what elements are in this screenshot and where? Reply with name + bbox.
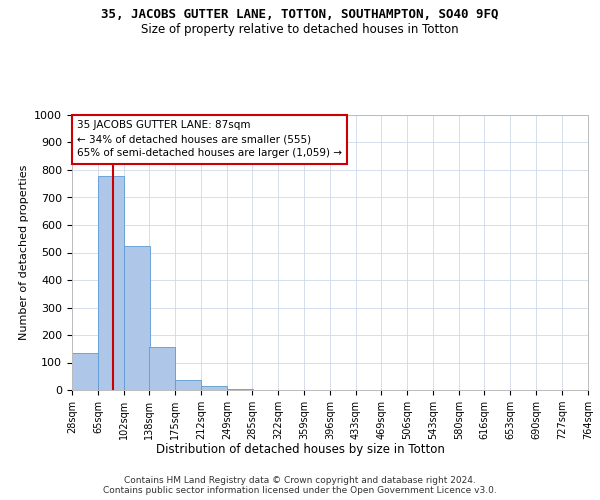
- Y-axis label: Number of detached properties: Number of detached properties: [19, 165, 29, 340]
- Bar: [175, 380, 201, 390]
- Bar: [124, 246, 150, 390]
- Bar: [201, 386, 227, 390]
- Text: Distribution of detached houses by size in Totton: Distribution of detached houses by size …: [155, 442, 445, 456]
- Bar: [149, 346, 175, 390]
- Bar: [227, 389, 253, 390]
- Text: 35, JACOBS GUTTER LANE, TOTTON, SOUTHAMPTON, SO40 9FQ: 35, JACOBS GUTTER LANE, TOTTON, SOUTHAMP…: [101, 8, 499, 20]
- Text: Size of property relative to detached houses in Totton: Size of property relative to detached ho…: [141, 22, 459, 36]
- Text: 35 JACOBS GUTTER LANE: 87sqm
← 34% of detached houses are smaller (555)
65% of s: 35 JACOBS GUTTER LANE: 87sqm ← 34% of de…: [77, 120, 342, 158]
- Bar: [98, 176, 124, 390]
- Bar: [72, 354, 98, 390]
- Text: Contains HM Land Registry data © Crown copyright and database right 2024.
Contai: Contains HM Land Registry data © Crown c…: [103, 476, 497, 495]
